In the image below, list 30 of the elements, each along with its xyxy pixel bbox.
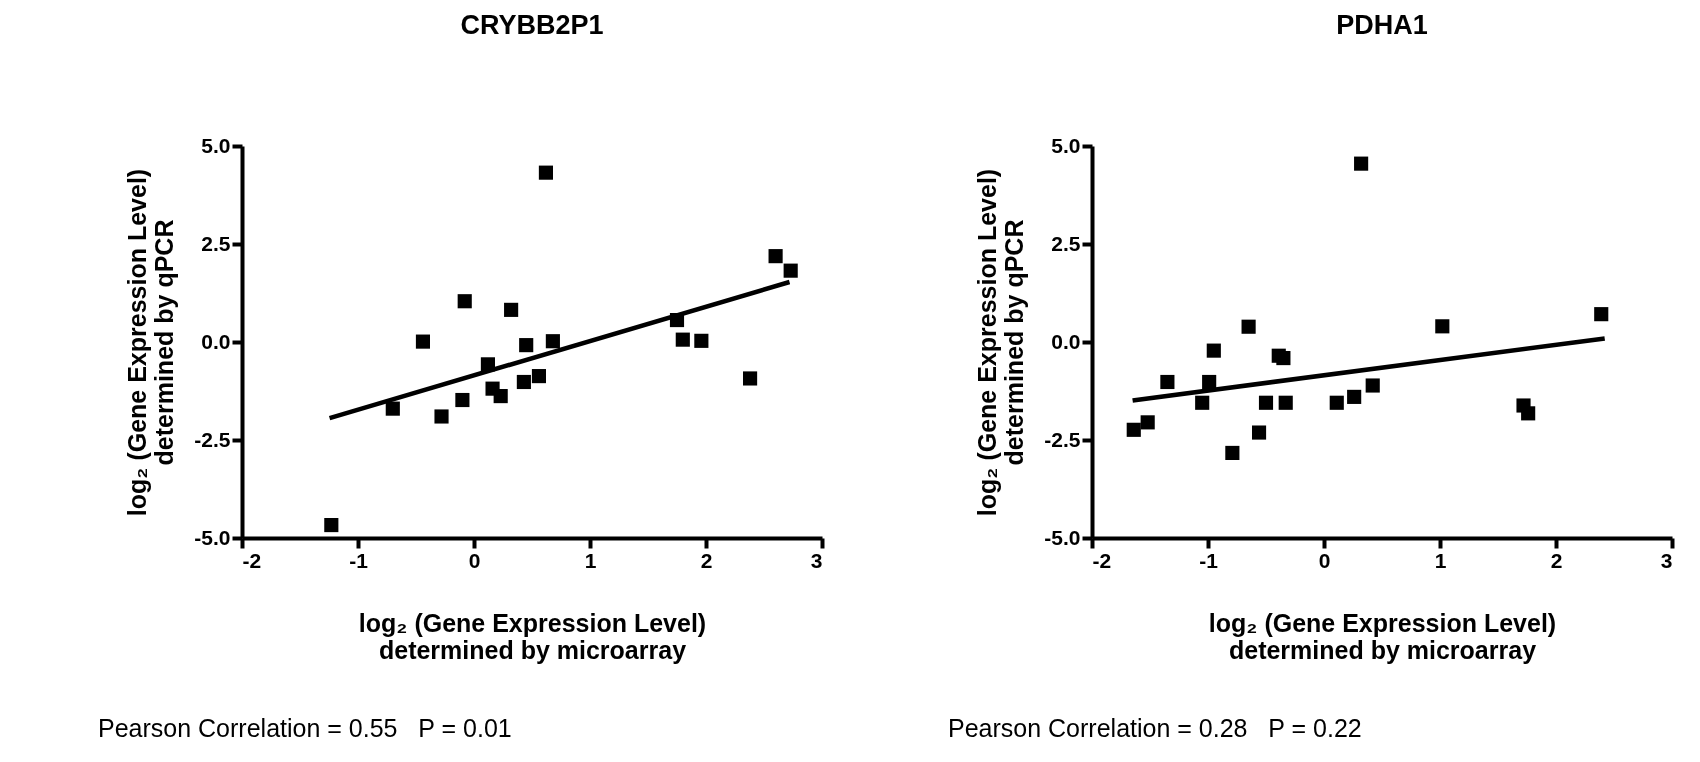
text: Pearson Correlation = 0.55 P = 0.01 — [98, 714, 513, 743]
x-tick-label: 2 — [700, 548, 713, 572]
x-tick-label: -2 — [1092, 548, 1112, 572]
x-tick-label: -1 — [1199, 548, 1219, 572]
y-tick-label: 2.5 — [1051, 231, 1081, 255]
x-tick-label: 0 — [468, 548, 481, 572]
x-axis-title: log₂ (Gene Expression Level) determined by microarray — [358, 608, 707, 664]
x-axis-title: log₂ (Gene Expression Level) determined by microarray — [1208, 608, 1557, 664]
y-tick-label: -5.0 — [1044, 525, 1081, 549]
x-tick-label: 0 — [1318, 548, 1331, 572]
x-tick-label: 1 — [584, 548, 597, 572]
chart-title: PDHA1 — [1336, 10, 1428, 40]
y-tick-label: 5.0 — [1051, 133, 1081, 157]
y-tick-label: 0.0 — [1051, 329, 1081, 353]
x-tick-label: 3 — [1660, 548, 1673, 572]
x-tick-label: 2 — [1550, 548, 1563, 572]
x-tick-label: -1 — [349, 548, 369, 572]
y-tick-label: 5.0 — [201, 133, 231, 157]
y-tick-label: -5.0 — [194, 525, 231, 549]
y-tick-label: -2.5 — [194, 427, 231, 451]
text: Pearson Correlation = 0.28 P = 0.22 — [948, 714, 1363, 743]
y-tick-label: 2.5 — [201, 231, 231, 255]
x-tick-label: -2 — [242, 548, 262, 572]
y-tick-label: -2.5 — [1044, 427, 1081, 451]
chart-title: CRYBB2P1 — [460, 10, 604, 40]
y-axis-title: log₂ (Gene Expression Level) determined by qPCR — [123, 168, 179, 517]
x-tick-label: 1 — [1434, 548, 1447, 572]
x-tick-label: 3 — [810, 548, 823, 572]
y-tick-label: 0.0 — [201, 329, 231, 353]
y-axis-title: log₂ (Gene Expression Level) determined by qPCR — [973, 168, 1029, 517]
